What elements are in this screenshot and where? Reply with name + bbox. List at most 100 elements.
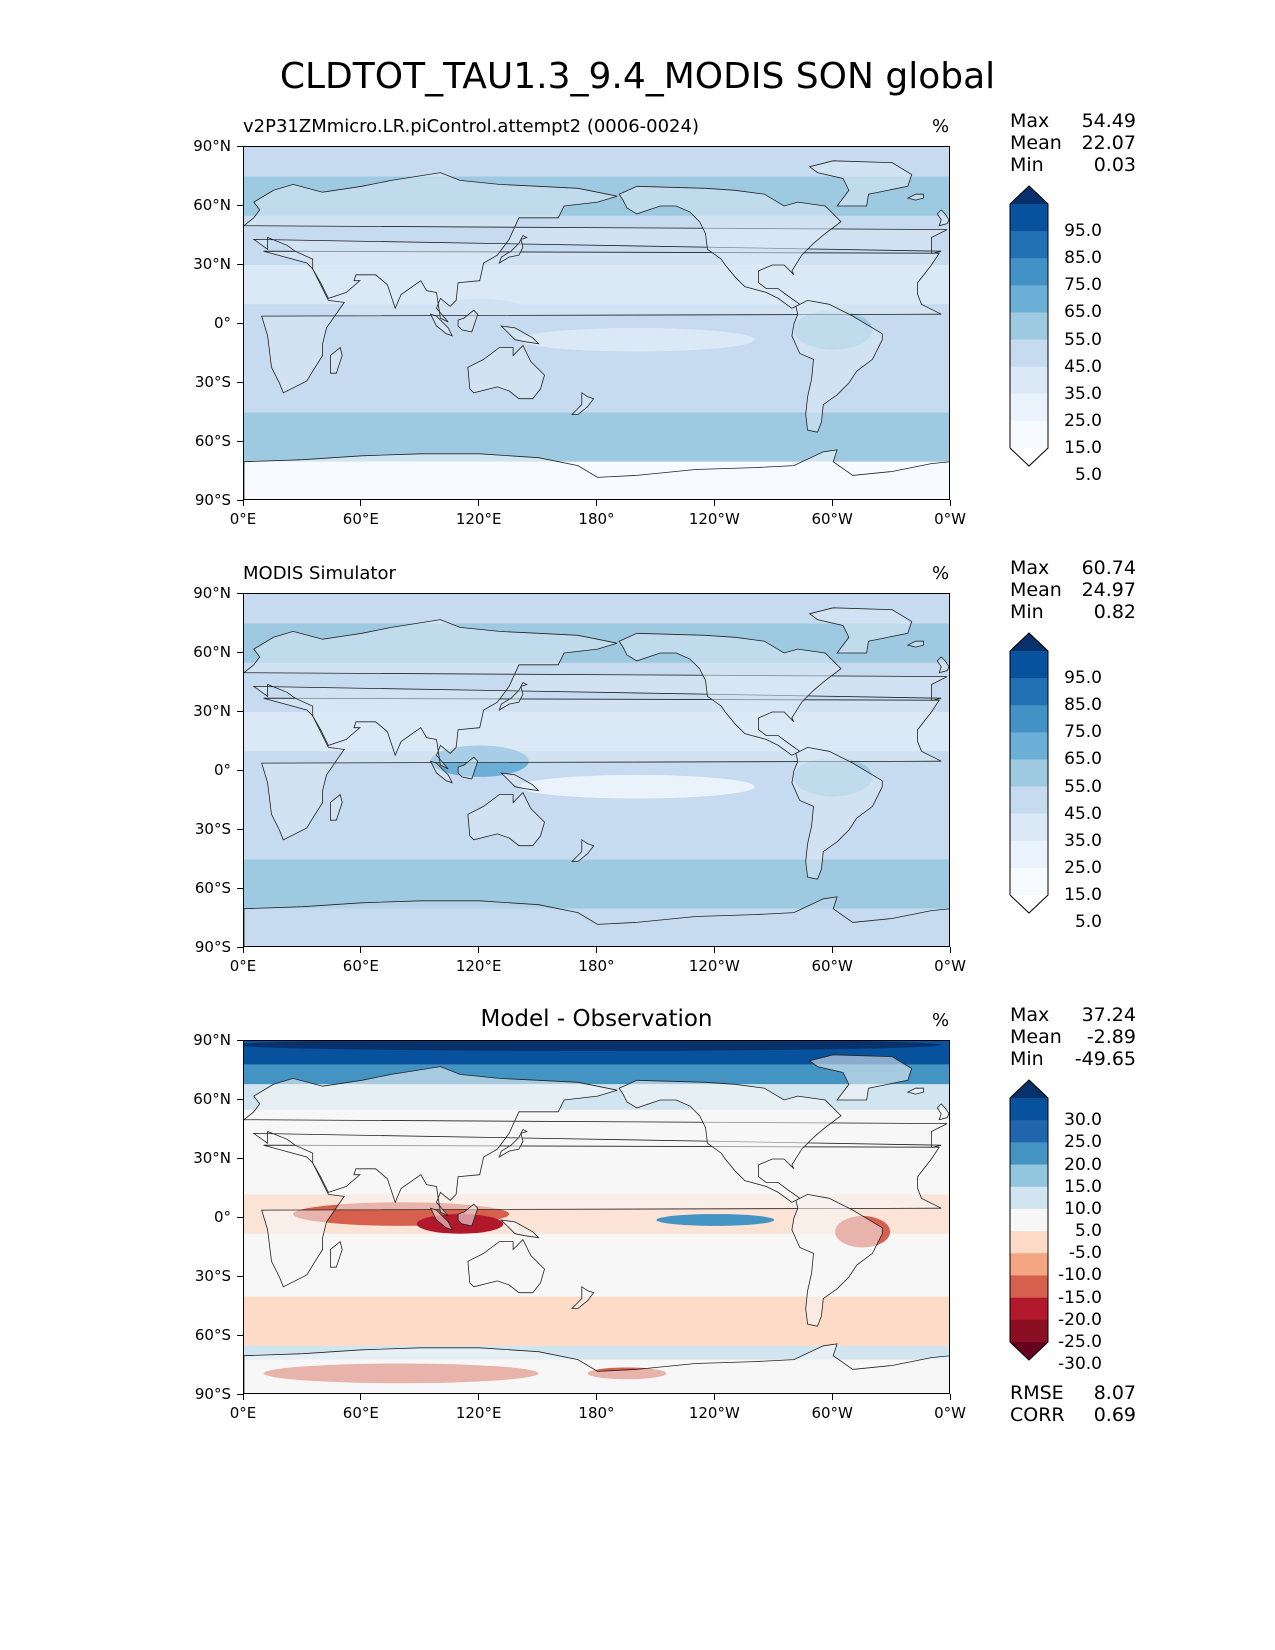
units-label: % bbox=[932, 116, 950, 137]
lat-band bbox=[244, 859, 949, 909]
coastline-newZealand bbox=[571, 392, 595, 415]
map-field bbox=[244, 147, 949, 499]
lon-tick-label: 120°W bbox=[688, 957, 740, 975]
coastline-newZealand bbox=[571, 839, 595, 862]
colorbar-segment bbox=[1010, 420, 1048, 449]
map-plot bbox=[243, 146, 950, 500]
colorbar-segment bbox=[1010, 759, 1048, 788]
lon-tick bbox=[360, 947, 362, 953]
metric-row: RMSE 8.07 bbox=[1010, 1382, 1136, 1404]
coastline-eurasia bbox=[244, 619, 948, 770]
colorbar-level-label: 25.0 bbox=[1064, 1132, 1102, 1153]
lon-tick-label: 180° bbox=[578, 957, 615, 975]
coastline-antarctica bbox=[244, 896, 949, 946]
lon-tick bbox=[713, 500, 715, 506]
lon-tick-label: 120°E bbox=[455, 1404, 502, 1422]
lat-tick bbox=[237, 204, 243, 206]
metric-value: 8.07 bbox=[1093, 1382, 1136, 1404]
colorbar-segment bbox=[1010, 312, 1048, 341]
lon-tick-label: 60°E bbox=[342, 510, 379, 528]
colorbar-level-label: 95.0 bbox=[1064, 221, 1102, 242]
coastline-uk bbox=[936, 209, 949, 227]
colorbar-level-label: 5.0 bbox=[1074, 912, 1102, 933]
stat-label: Min bbox=[1010, 1048, 1044, 1070]
stat-value: 24.97 bbox=[1081, 579, 1136, 601]
lon-tick bbox=[949, 947, 951, 953]
coastline-antarctica bbox=[244, 449, 949, 499]
colorbar-level-label: 45.0 bbox=[1064, 803, 1102, 824]
stat-value: 37.24 bbox=[1081, 1004, 1136, 1026]
lon-tick-label: 0°W bbox=[934, 957, 966, 975]
lat-tick-label: 0° bbox=[213, 1208, 231, 1226]
stat-value: 0.03 bbox=[1093, 154, 1136, 176]
colorbar-level-label: -30.0 bbox=[1058, 1354, 1102, 1375]
map-plot bbox=[243, 1040, 950, 1394]
metric-label: RMSE bbox=[1010, 1382, 1064, 1404]
stat-row: Max 60.74 bbox=[1010, 557, 1136, 579]
stat-row: Mean 24.97 bbox=[1010, 579, 1136, 601]
colorbar-segment bbox=[1010, 231, 1048, 259]
lat-tick-label: 90°S bbox=[194, 491, 231, 509]
coastline-australia bbox=[467, 344, 545, 400]
stat-label: Mean bbox=[1010, 579, 1062, 601]
colorbar-segment bbox=[1010, 1231, 1048, 1254]
coastline-sumatra bbox=[429, 1207, 453, 1231]
units-label: % bbox=[932, 563, 950, 584]
stat-value: 60.74 bbox=[1081, 557, 1136, 579]
coastline-iceland bbox=[906, 640, 924, 648]
colorbar-segment bbox=[1010, 1297, 1048, 1321]
colorbar-level-label: -25.0 bbox=[1058, 1332, 1102, 1352]
metric-row: CORR 0.69 bbox=[1010, 1404, 1136, 1426]
lon-tick-label: 120°E bbox=[455, 957, 502, 975]
lon-tick bbox=[478, 500, 480, 506]
colorbar-segment bbox=[1010, 678, 1048, 706]
lat-tick-label: 60°N bbox=[193, 643, 231, 661]
lat-band bbox=[244, 1296, 949, 1346]
colorbar-segment bbox=[1010, 1319, 1048, 1343]
lon-tick bbox=[242, 1394, 244, 1400]
coastline-uk bbox=[936, 1103, 949, 1121]
lat-tick bbox=[237, 1334, 243, 1336]
coastline-southAmerica bbox=[791, 299, 883, 433]
coastline-greenland bbox=[808, 160, 913, 207]
coastline-borneo bbox=[457, 309, 479, 333]
colorbar-segment bbox=[1010, 1098, 1048, 1121]
colorbar-extend-top bbox=[1010, 633, 1048, 651]
colorbar-segment bbox=[1010, 393, 1048, 422]
colorbar-segment bbox=[1010, 366, 1048, 395]
lon-tick-label: 180° bbox=[578, 1404, 615, 1422]
coastline-sumatra bbox=[429, 313, 453, 337]
stat-row: Max 54.49 bbox=[1010, 110, 1136, 132]
colorbar bbox=[1009, 1079, 1049, 1361]
map-field bbox=[244, 594, 949, 946]
colorbar-outline bbox=[1009, 185, 1049, 467]
lat-tick bbox=[237, 592, 243, 594]
lon-tick-label: 0°W bbox=[934, 1404, 966, 1422]
coastline-southAmerica bbox=[791, 746, 883, 880]
field-patch bbox=[518, 774, 755, 799]
stat-value: -49.65 bbox=[1074, 1048, 1136, 1070]
coastline-antarctica bbox=[244, 1343, 949, 1393]
metric-value: 0.69 bbox=[1093, 1404, 1136, 1426]
stat-row: Min 0.82 bbox=[1010, 601, 1136, 623]
lon-tick-label: 60°E bbox=[342, 957, 379, 975]
coastline-greenland bbox=[808, 1054, 913, 1101]
colorbar-segment bbox=[1010, 786, 1048, 815]
lat-tick-label: 60°N bbox=[193, 1090, 231, 1108]
coastline-newZealand bbox=[571, 1286, 595, 1309]
colorbar-level-label: 15.0 bbox=[1064, 438, 1102, 458]
stat-label: Min bbox=[1010, 154, 1044, 176]
colorbar-segment bbox=[1010, 258, 1048, 286]
colorbar-level-label: -15.0 bbox=[1058, 1287, 1102, 1308]
lat-tick-label: 90°S bbox=[194, 938, 231, 956]
colorbar-level-label: 20.0 bbox=[1064, 1154, 1102, 1175]
lat-tick-label: 30°N bbox=[193, 1149, 231, 1167]
panel-title: Model - Observation bbox=[480, 1006, 713, 1032]
stat-label: Mean bbox=[1010, 1026, 1062, 1048]
colorbar-segment bbox=[1010, 732, 1048, 760]
colorbar-level-label: 15.0 bbox=[1064, 885, 1102, 905]
lat-tick bbox=[237, 381, 243, 383]
lon-tick bbox=[831, 500, 833, 506]
lon-tick-label: 0°E bbox=[229, 957, 257, 975]
coastline-newGuinea bbox=[500, 325, 540, 345]
